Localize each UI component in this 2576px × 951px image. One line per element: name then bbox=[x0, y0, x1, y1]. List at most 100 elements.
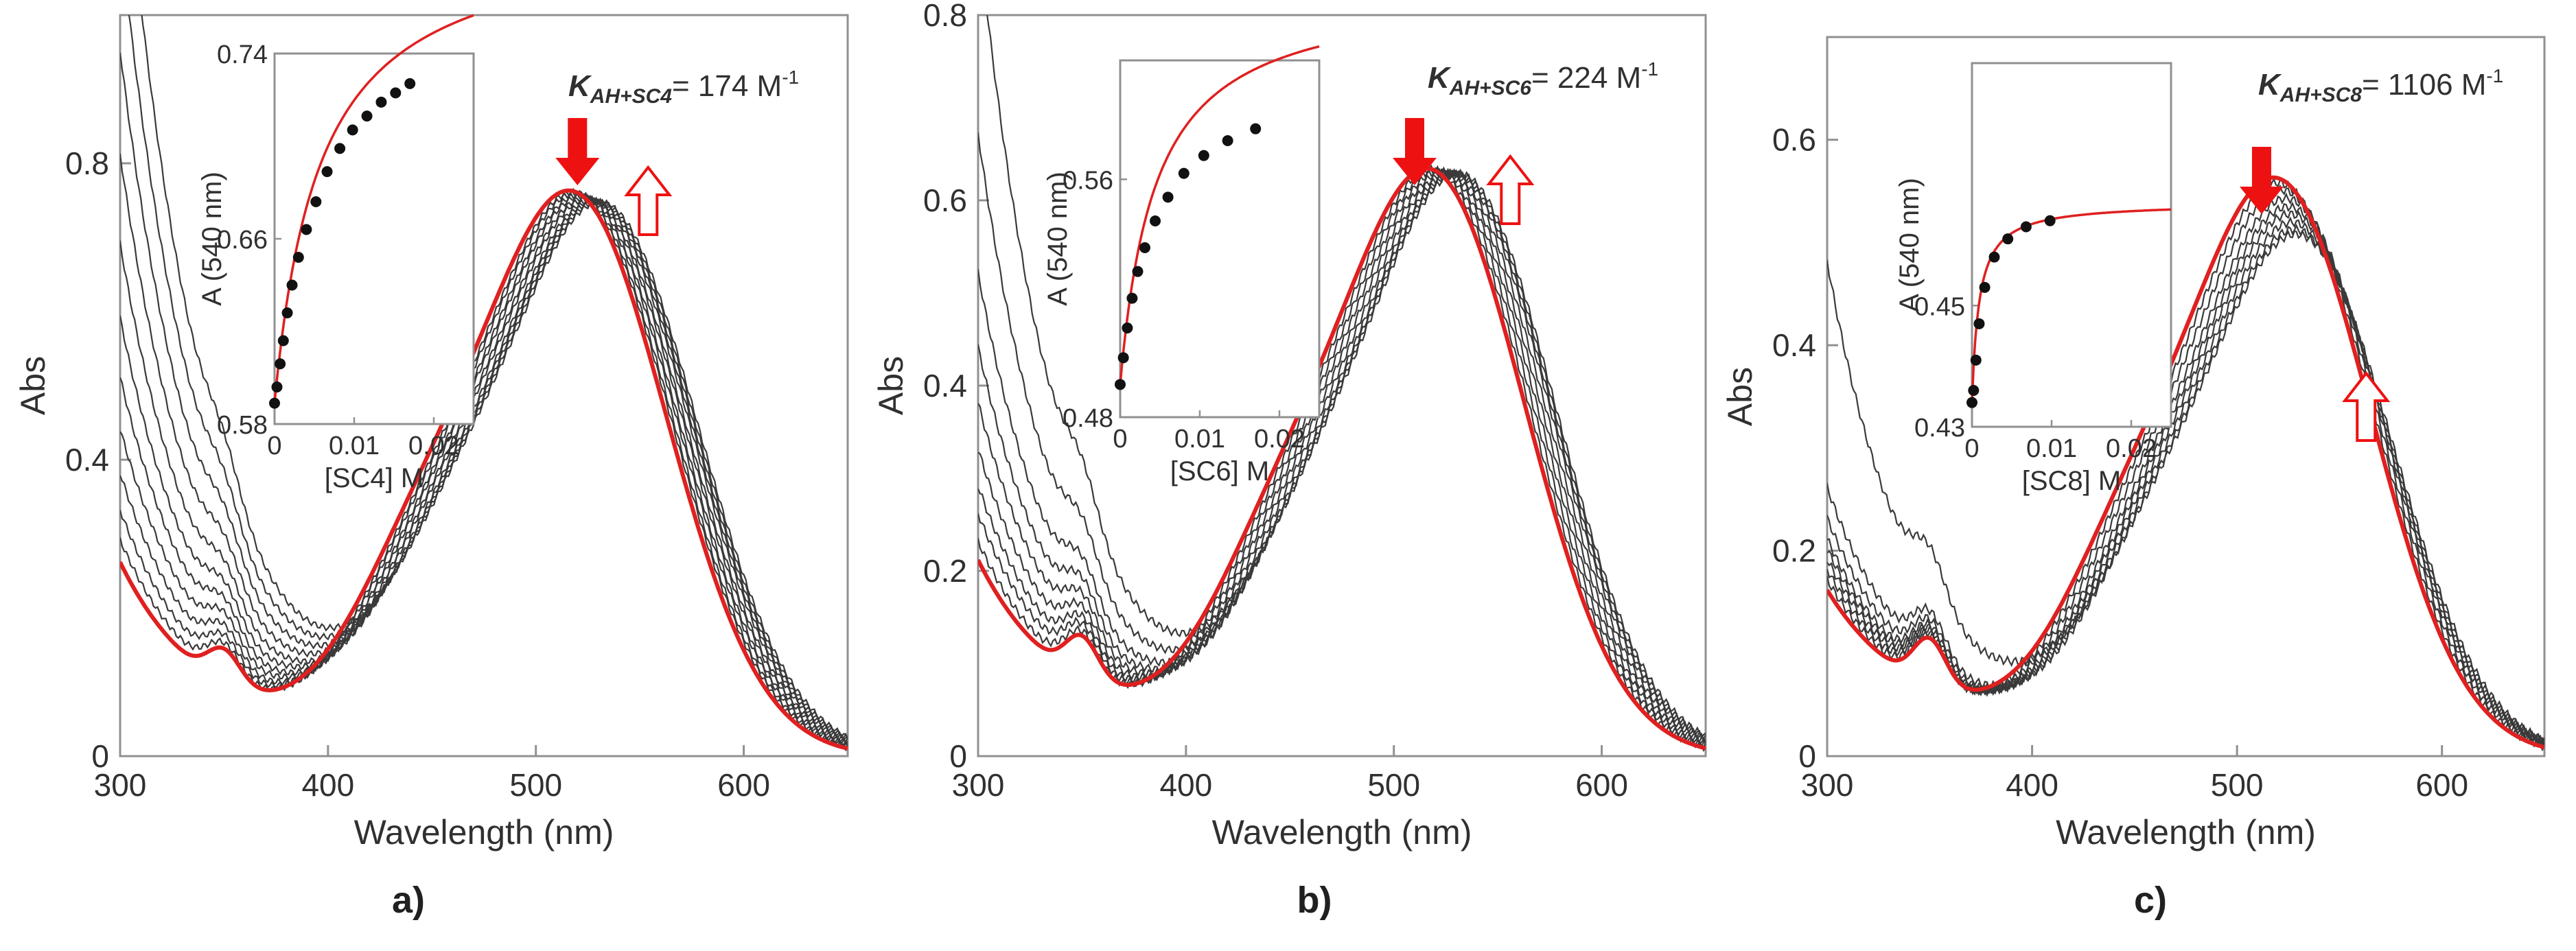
y-tick-label: 0.2 bbox=[1772, 533, 1816, 569]
inset-fit-curve bbox=[273, 14, 474, 403]
inset-y-tick-label: 0.58 bbox=[217, 411, 268, 440]
plot-frame bbox=[119, 14, 849, 758]
inset-binding-isotherm: 0 0.01 0.02 0.58 0.66 0.74 [SC4] M A (540 nm) bbox=[197, 14, 475, 493]
binding-constant-label: KAH+SC4= 174 M-1 bbox=[568, 67, 799, 108]
inset-data-point bbox=[1122, 322, 1133, 333]
inset-data-point bbox=[1968, 385, 1980, 396]
inset-x-tick-label: 0.01 bbox=[1174, 425, 1225, 454]
spectrum-titration-10 bbox=[128, 15, 848, 739]
inset-x-tick-label: 0 bbox=[1964, 434, 1979, 463]
x-tick-label: 400 bbox=[2006, 767, 2058, 803]
spectrum-titration-5 bbox=[120, 193, 848, 747]
spectrum-titration-4 bbox=[978, 167, 1706, 746]
panel-1: 300 400 500 600 0 0.4 0.8 Wavelength (nm) Abs KAH… bbox=[14, 14, 849, 921]
inset-data-point bbox=[310, 196, 322, 207]
spectrum-titration-3 bbox=[1827, 192, 2544, 748]
panel-label: c) bbox=[2134, 880, 2167, 921]
inset-data-point bbox=[1966, 397, 1977, 408]
inset-y-axis-title: A (540 nm) bbox=[1043, 172, 1073, 306]
y-tick-label: 0 bbox=[949, 738, 967, 774]
inset-frame bbox=[273, 52, 475, 425]
inset-data-point bbox=[1970, 354, 1982, 366]
inset-data-point bbox=[1139, 242, 1150, 253]
y-tick-label: 0.4 bbox=[65, 442, 109, 478]
binding-constant-label: KAH+SC6= 224 M-1 bbox=[1428, 58, 1658, 99]
spectrum-titration-3 bbox=[978, 166, 1706, 749]
inset-data-point bbox=[277, 335, 289, 347]
inset-x-tick-label: 0 bbox=[267, 432, 281, 460]
inset-binding-isotherm: 0 0.01 0.02 0.43 0.45 [SC8] M A (540 nm) bbox=[1894, 62, 2172, 496]
inset-frame bbox=[1971, 62, 2172, 428]
spectrum-titration-1 bbox=[120, 187, 848, 752]
y-tick-label: 0 bbox=[91, 738, 109, 774]
inset-x-tick-label: 0.02 bbox=[1254, 425, 1305, 454]
inset-data-point bbox=[334, 143, 346, 154]
x-tick-label: 400 bbox=[1159, 767, 1212, 803]
inset-x-tick-label: 0.01 bbox=[2026, 434, 2077, 463]
inset-data-point bbox=[375, 96, 387, 108]
spectrum-titration-7 bbox=[978, 168, 1706, 743]
spectrum-titration-5 bbox=[978, 168, 1706, 745]
inset-data-point bbox=[1162, 191, 1174, 203]
x-tick-label: 300 bbox=[952, 767, 1005, 803]
spectrum-titration-1 bbox=[978, 164, 1706, 752]
panel-label: a) bbox=[392, 880, 425, 921]
spectra-group bbox=[978, 15, 1706, 752]
inset-data-point bbox=[1250, 123, 1262, 134]
spectrum-initial-red bbox=[1827, 175, 2544, 750]
inset-data-point bbox=[286, 279, 298, 291]
spectrum-titration-8 bbox=[978, 132, 1706, 741]
x-axis-title: Wavelength (nm) bbox=[354, 813, 614, 852]
spectrum-titration-2 bbox=[1827, 184, 2544, 748]
y-tick-label: 0.6 bbox=[1772, 122, 1816, 158]
spectrum-titration-5 bbox=[1827, 209, 2544, 747]
inset-y-tick-label: 0.74 bbox=[217, 40, 268, 69]
spectrum-titration-11 bbox=[141, 15, 848, 740]
inset-y-tick-label: 0.66 bbox=[217, 226, 268, 255]
binding-constant-label: KAH+SC8= 1106 M-1 bbox=[2258, 65, 2503, 106]
inset-y-axis-title: A (540 nm) bbox=[197, 172, 227, 306]
inset-data-point bbox=[1132, 266, 1144, 277]
x-tick-label: 600 bbox=[1575, 767, 1628, 803]
y-tick-label: 0.4 bbox=[1772, 327, 1816, 363]
panel-label: b) bbox=[1297, 880, 1332, 921]
spectrum-titration-6 bbox=[120, 194, 848, 747]
arrow-down-filled-icon bbox=[2239, 147, 2284, 214]
y-tick-label: 0.6 bbox=[923, 183, 967, 218]
inset-data-point bbox=[275, 358, 286, 370]
x-tick-label: 500 bbox=[1367, 767, 1420, 803]
inset-data-point bbox=[281, 307, 293, 318]
arrow-up-outline-icon bbox=[1486, 154, 1535, 225]
arrow-up-outline-icon bbox=[2342, 371, 2391, 442]
inset-data-point bbox=[1178, 167, 1190, 179]
x-tick-label: 500 bbox=[2211, 767, 2264, 803]
y-tick-label: 0.8 bbox=[923, 0, 967, 33]
inset-data-point bbox=[2020, 221, 2032, 233]
x-axis-title: Wavelength (nm) bbox=[1212, 813, 1472, 852]
y-tick-label: 0.4 bbox=[923, 368, 967, 403]
spectra-group bbox=[1827, 175, 2544, 752]
arrow-down-filled-icon bbox=[1393, 118, 1437, 185]
spectrum-titration-9 bbox=[986, 15, 1706, 740]
inset-data-point bbox=[301, 224, 312, 235]
y-axis-title: Abs bbox=[1721, 367, 1759, 426]
inset-x-axis-title: [SC6] M bbox=[1170, 456, 1269, 486]
inset-y-tick-label: 0.43 bbox=[1914, 414, 1965, 443]
y-axis-title: Abs bbox=[872, 356, 910, 415]
inset-fit-curve bbox=[1119, 45, 1320, 385]
inset-data-point bbox=[1117, 352, 1129, 364]
spectrum-titration-2 bbox=[120, 189, 848, 749]
panel-3: 300 400 500 600 0 0.2 0.4 0.6 Wavelength (nm) Abs… bbox=[1721, 36, 2546, 921]
plot-frame bbox=[1826, 36, 2546, 758]
inset-data-point bbox=[390, 87, 402, 99]
y-tick-label: 0.8 bbox=[65, 145, 109, 181]
x-tick-label: 300 bbox=[1801, 767, 1854, 803]
inset-data-point bbox=[1973, 318, 1985, 329]
spectrum-titration-7 bbox=[120, 196, 848, 745]
spectrum-titration-3 bbox=[120, 191, 848, 749]
inset-y-tick-label: 0.45 bbox=[1914, 292, 1965, 321]
inset-y-tick-label: 0.48 bbox=[1063, 404, 1113, 433]
inset-x-axis-title: [SC4] M bbox=[325, 463, 423, 493]
x-tick-label: 600 bbox=[717, 767, 770, 803]
